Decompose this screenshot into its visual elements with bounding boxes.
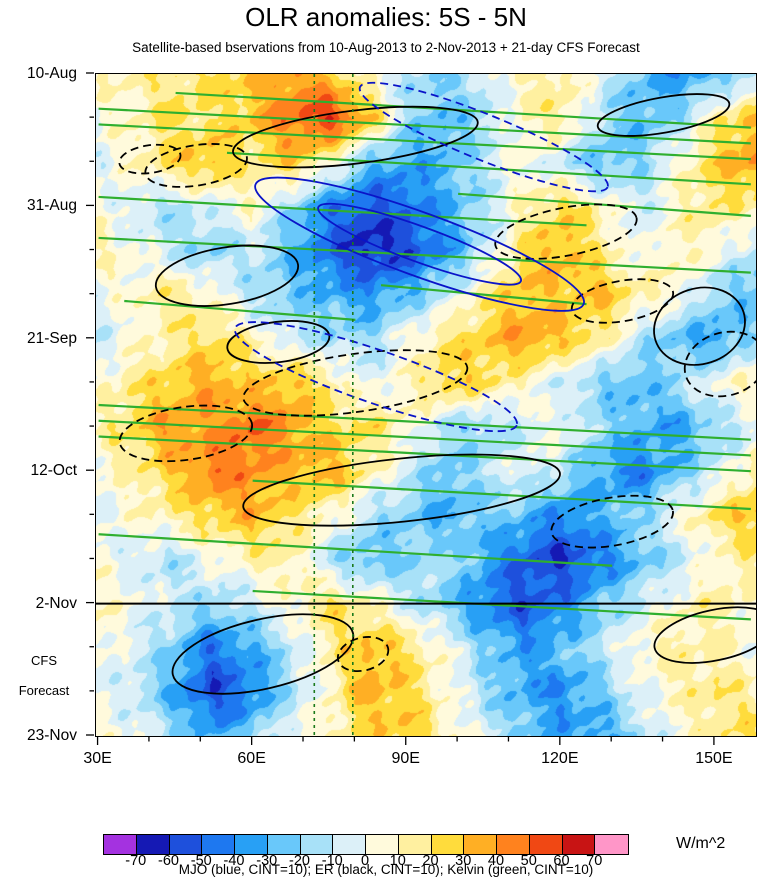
colorbar-tick-label: 70 (586, 853, 603, 869)
kelvin-wave-contour (252, 589, 751, 621)
contour-overlay (96, 74, 756, 736)
y-tick-label: 23-Nov (27, 727, 77, 744)
colorbar-segment (136, 835, 170, 854)
colorbar-tick-label: 10 (389, 853, 406, 869)
colorbar (103, 834, 629, 855)
chart-subtitle: Satellite-based bservations from 10-Aug-… (132, 40, 640, 55)
mjo-contour (254, 176, 585, 312)
chart-title: OLR anomalies: 5S - 5N (245, 2, 527, 32)
er-wave-contour (242, 349, 469, 417)
colorbar-tick-label: 60 (553, 853, 570, 869)
colorbar-segment (267, 835, 301, 854)
colorbar-segment (202, 835, 235, 854)
kelvin-wave-contour (458, 192, 751, 217)
y-tick-label: 21-Sep (27, 329, 77, 347)
er-wave-contour (144, 143, 248, 188)
colorbar-segment (398, 835, 432, 854)
colorbar-tick-label: -30 (256, 853, 278, 869)
colorbar-tick-label: -10 (321, 853, 343, 869)
kelvin-wave-contour (98, 435, 751, 473)
er-wave-contour (154, 244, 300, 307)
colorbar-segment (464, 835, 497, 854)
mjo-contour (233, 321, 518, 433)
y-tick-label: 10-Aug (27, 65, 77, 82)
colorbar-segment (562, 835, 596, 854)
er-wave-contour (118, 404, 254, 463)
colorbar-segment (104, 835, 137, 854)
colorbar-tick-label: 50 (520, 853, 537, 869)
colorbar-segment (529, 835, 563, 854)
colorbar-tick-label: -40 (223, 853, 245, 869)
kelvin-wave-contour (252, 479, 751, 511)
er-wave-contour (226, 320, 331, 364)
er-wave-contour (118, 143, 182, 175)
colorbar-tick-label: -60 (158, 853, 179, 869)
colorbar-tick-label: -50 (190, 853, 212, 869)
colorbar-tick-label: 0 (360, 853, 370, 869)
colorbar-segment (366, 835, 399, 854)
colorbar-segment (300, 835, 334, 854)
y-tick-label: 12-Oct (30, 462, 77, 480)
mjo-contour (317, 202, 523, 286)
er-wave-contour (653, 606, 756, 664)
er-wave-contour (336, 636, 390, 673)
er-wave-contour (550, 494, 674, 549)
cfs-forecast-label: CFS Forecast (0, 646, 88, 706)
x-tick-label: 150E (695, 750, 733, 767)
colorbar-tick-label: 30 (455, 853, 472, 869)
colorbar-tick-label: 40 (487, 853, 505, 869)
colorbar-segment (431, 835, 465, 854)
x-tick-label: 30E (83, 750, 112, 767)
kelvin-wave-contour (98, 533, 613, 567)
kelvin-wave-contour (175, 91, 751, 129)
er-wave-contour (494, 203, 638, 260)
er-wave-contour (171, 613, 355, 695)
kelvin-wave-contour (98, 123, 751, 161)
colorbar-tick-label: 20 (422, 853, 439, 869)
y-tick-label: 31-Aug (27, 197, 77, 215)
colorbar-segment (595, 835, 628, 854)
colorbar-segment (235, 835, 268, 854)
y-tick-label: 2-Nov (35, 594, 77, 612)
units-label: W/m^2 (676, 835, 726, 852)
legend-caption: MJO (blue, CINT=10); ER (black, CINT=10)… (178, 862, 594, 877)
colorbar-tick-label: -70 (125, 853, 147, 869)
colorbar-segment (333, 835, 366, 854)
kelvin-wave-contour (380, 284, 587, 306)
er-wave-contour (683, 330, 756, 398)
colorbar-segment (169, 835, 203, 854)
er-wave-contour (596, 93, 731, 137)
kelvin-wave-contour (98, 236, 751, 274)
colorbar-tick-label: -20 (289, 853, 310, 869)
plot-area (95, 73, 757, 737)
er-wave-contour (653, 286, 746, 366)
kelvin-wave-contour (98, 419, 751, 457)
kelvin-wave-contour (124, 299, 356, 321)
cfs-label-line1: CFS (31, 653, 57, 668)
kelvin-wave-contour (98, 195, 587, 227)
colorbar-segment (497, 835, 530, 854)
er-wave-contour (242, 453, 561, 527)
x-tick-label: 90E (391, 750, 420, 767)
cfs-label-line2: Forecast (18, 682, 70, 698)
x-tick-label: 120E (541, 750, 579, 767)
kelvin-wave-contour (98, 403, 751, 441)
x-tick-label: 60E (237, 750, 266, 767)
kelvin-wave-contour (98, 107, 751, 145)
